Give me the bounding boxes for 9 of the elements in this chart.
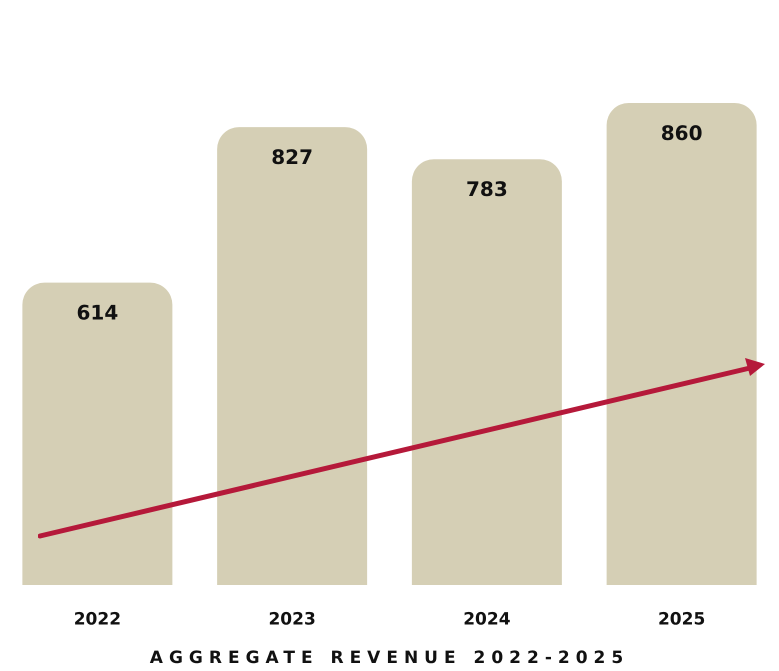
- data-label: 827: [271, 145, 313, 170]
- data-label: 614: [76, 300, 118, 325]
- x-tick-label: 2025: [658, 610, 706, 630]
- x-tick-label: 2024: [463, 610, 511, 630]
- x-tick-label: 2022: [74, 610, 122, 630]
- x-tick-label: 2023: [268, 610, 316, 630]
- data-label: 860: [660, 121, 702, 145]
- data-label: 783: [466, 177, 508, 202]
- text: AGGREGATE REVENUE 2022-2025: [148, 648, 630, 668]
